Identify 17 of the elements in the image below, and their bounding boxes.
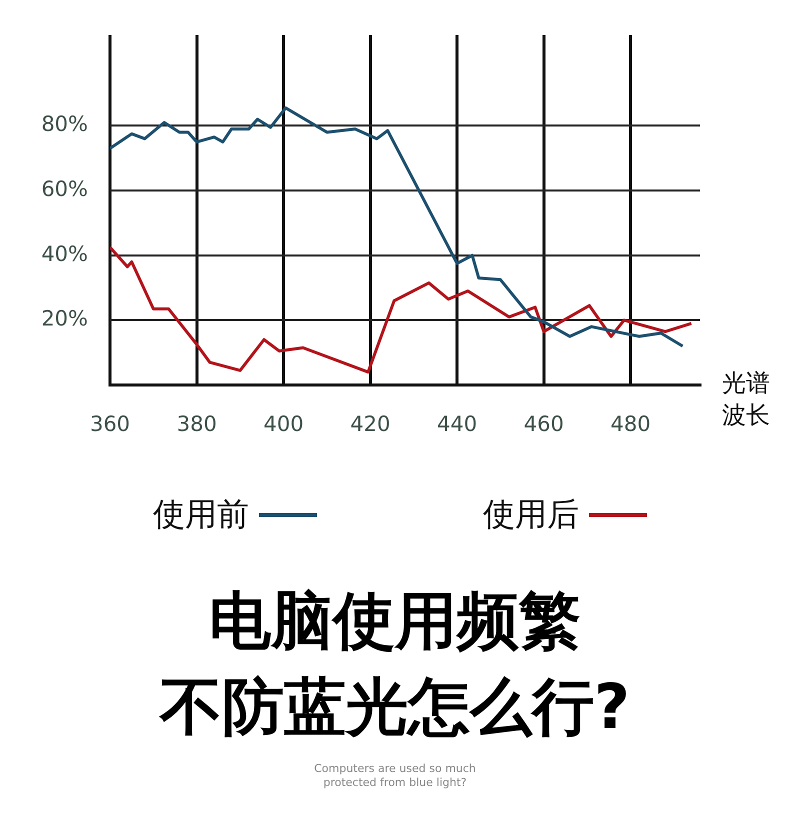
x-tick-label: 420	[350, 412, 390, 436]
y-tick-label: 60%	[41, 177, 88, 202]
x-tick-label: 440	[437, 412, 478, 436]
x-tick-label: 380	[176, 412, 217, 436]
y-tick-label: 40%	[41, 242, 88, 266]
y-tick-label: 20%	[41, 306, 88, 331]
text: 电脑使用频繁	[208, 583, 582, 659]
text: 不防蓝光怎么行?	[158, 669, 631, 745]
legend-label: 使用后	[483, 494, 579, 535]
x-tick-label: 460	[524, 412, 564, 436]
y-tick-label: 80%	[41, 112, 88, 136]
x-axis-title: 光谱波长	[722, 369, 770, 430]
legend-label: 使用前	[153, 494, 249, 535]
x-tick-label: 400	[263, 412, 304, 436]
x-tick-label: 480	[610, 412, 651, 436]
x-tick-label: 360	[90, 412, 130, 436]
text: Computers are used so much protected from blue light?	[313, 762, 477, 790]
